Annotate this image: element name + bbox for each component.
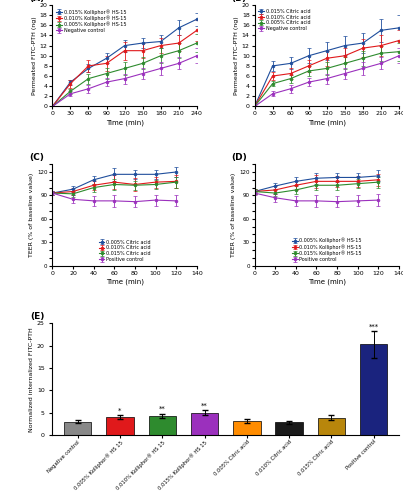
Bar xyxy=(360,344,387,435)
Bar xyxy=(64,422,91,435)
Bar xyxy=(318,418,345,435)
X-axis label: Time (min): Time (min) xyxy=(308,119,346,126)
Text: **: ** xyxy=(159,406,166,412)
Text: (C): (C) xyxy=(29,153,44,162)
Legend: 0.015% Kolliphor® HS·15, 0.010% Kolliphor® HS·15, 0.005% Kolliphor® HS·15, Negat: 0.015% Kolliphor® HS·15, 0.010% Kollipho… xyxy=(55,8,127,34)
X-axis label: Time (min): Time (min) xyxy=(308,278,346,285)
Bar xyxy=(106,417,134,435)
Text: **: ** xyxy=(201,402,208,408)
Text: (D): (D) xyxy=(231,153,247,162)
Legend: 0.015% Citric acid, 0.010% Citric acid, 0.005% Citric acid, Negative control: 0.015% Citric acid, 0.010% Citric acid, … xyxy=(257,8,312,32)
Y-axis label: TEER (% of baseline value): TEER (% of baseline value) xyxy=(231,173,237,257)
Legend: 0.005% Citric acid, 0.010% Citric acid, 0.015% Citric acid, Positive control: 0.005% Citric acid, 0.010% Citric acid, … xyxy=(97,238,152,263)
X-axis label: Time (min): Time (min) xyxy=(106,119,143,126)
Y-axis label: Permeated FITC-PTH (ng): Permeated FITC-PTH (ng) xyxy=(32,16,37,95)
Text: (A): (A) xyxy=(29,0,45,3)
Legend: 0.005% Kolliphor® HS·15, 0.010% Kolliphor® HS·15, 0.015% Kolliphor® HS·15, Posit: 0.005% Kolliphor® HS·15, 0.010% Kollipho… xyxy=(291,236,363,263)
Bar xyxy=(275,422,303,435)
Text: *: * xyxy=(118,408,122,414)
Bar xyxy=(233,421,261,435)
Text: (B): (B) xyxy=(231,0,247,3)
Bar xyxy=(191,412,218,435)
Text: (E): (E) xyxy=(30,312,44,321)
Y-axis label: Normalized internalized FITC-PTH: Normalized internalized FITC-PTH xyxy=(29,327,34,432)
Y-axis label: Permeated FITC-PTH (ng): Permeated FITC-PTH (ng) xyxy=(234,16,239,95)
Bar xyxy=(149,416,176,435)
Text: ***: *** xyxy=(369,324,379,330)
Y-axis label: TEER (% of baseline value): TEER (% of baseline value) xyxy=(29,173,34,257)
X-axis label: Time (min): Time (min) xyxy=(106,278,143,285)
